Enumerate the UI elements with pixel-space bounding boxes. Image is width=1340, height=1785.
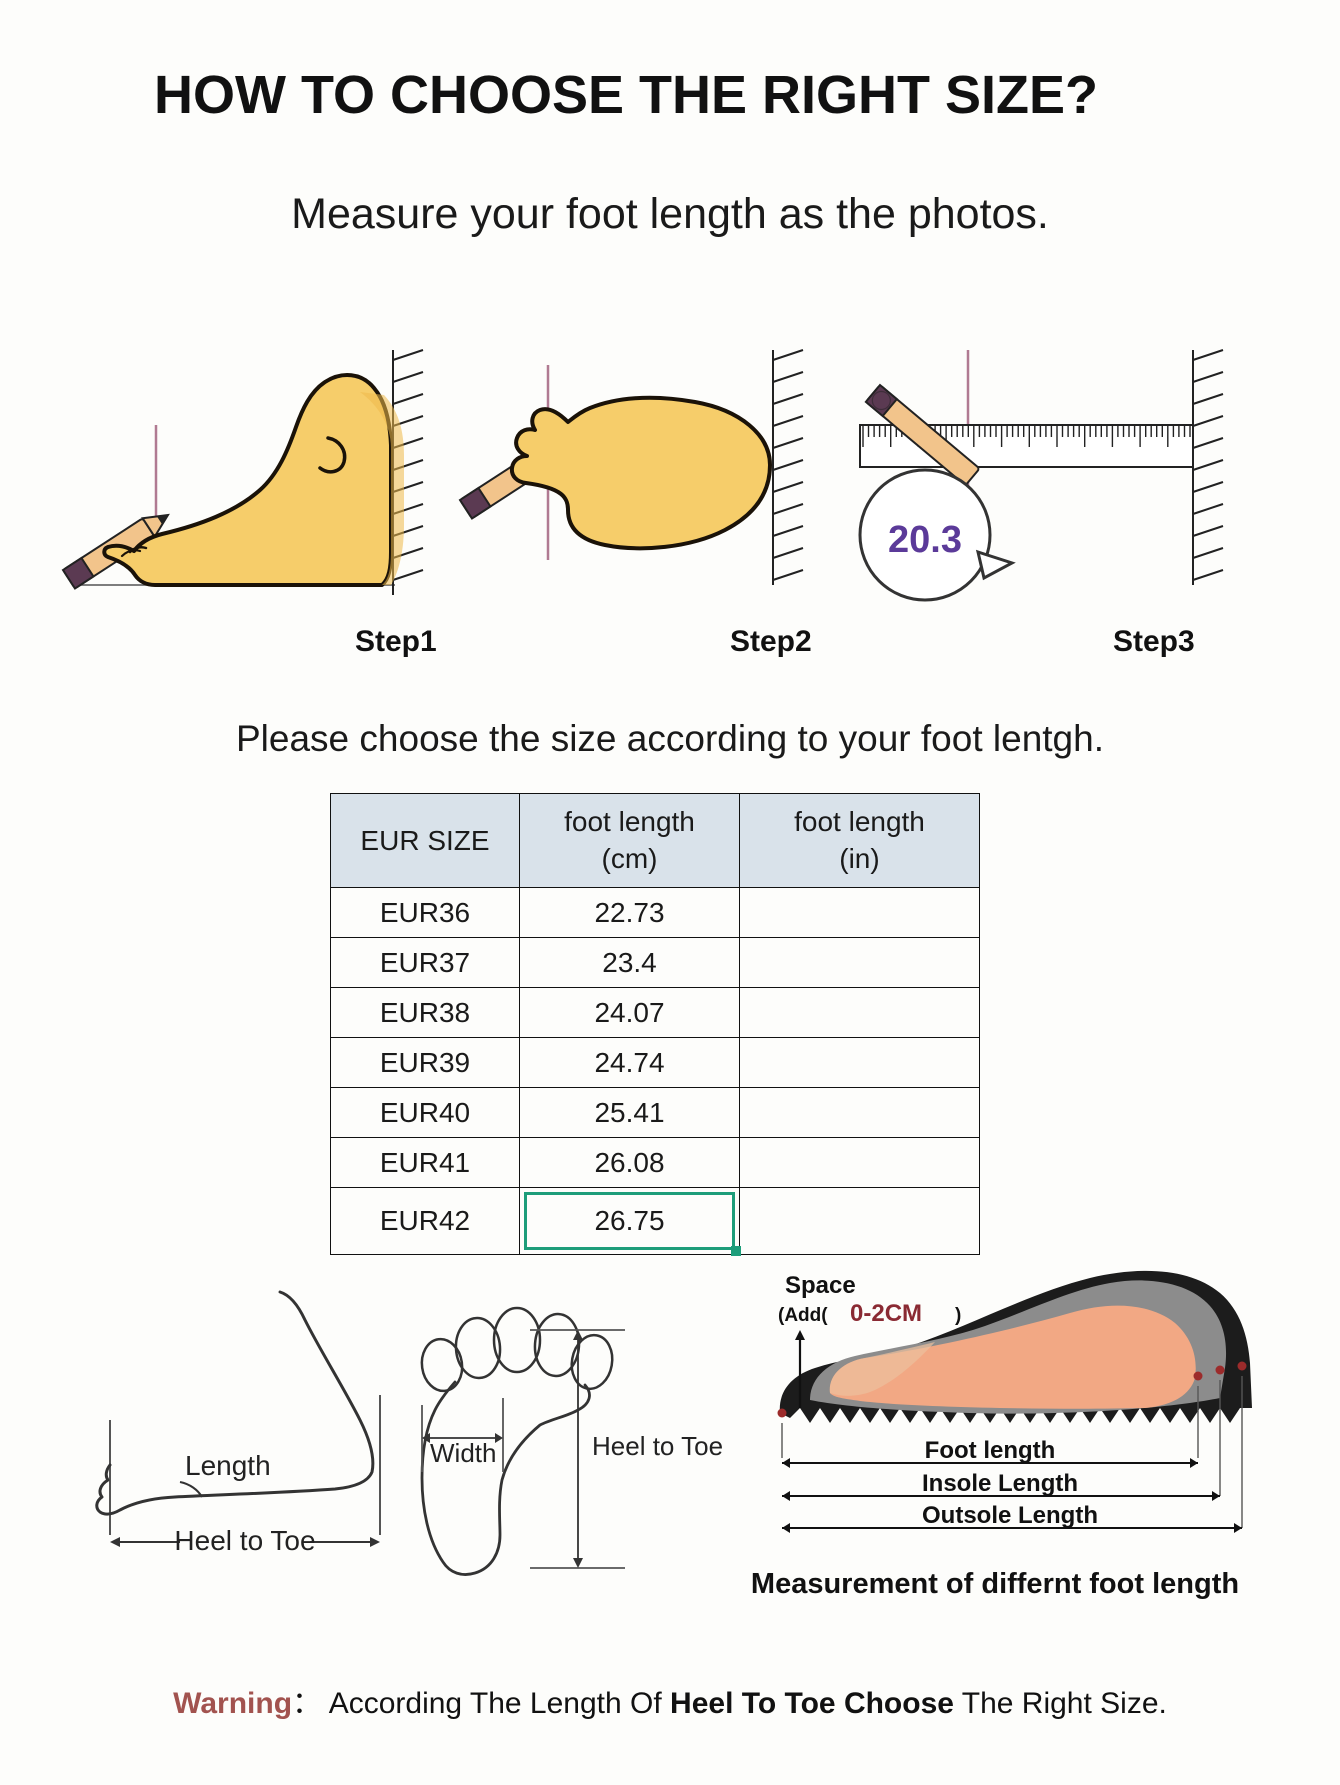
svg-text:Heel to Toe: Heel to Toe [592, 1431, 723, 1461]
svg-text:0-2CM: 0-2CM [850, 1300, 922, 1327]
svg-text:Insole Length: Insole Length [922, 1470, 1078, 1497]
svg-text:Outsole Length: Outsole Length [922, 1502, 1098, 1529]
svg-text:Width: Width [430, 1438, 496, 1468]
svg-text:(Add(: (Add( [778, 1305, 828, 1326]
svg-text:Heel to Toe: Heel to Toe [174, 1525, 315, 1556]
svg-text:Length: Length [185, 1450, 271, 1481]
svg-text:): ) [955, 1305, 961, 1326]
svg-text:Space: Space [785, 1272, 856, 1299]
svg-text:Foot length: Foot length [925, 1437, 1056, 1464]
svg-text:20.3: 20.3 [888, 519, 962, 561]
